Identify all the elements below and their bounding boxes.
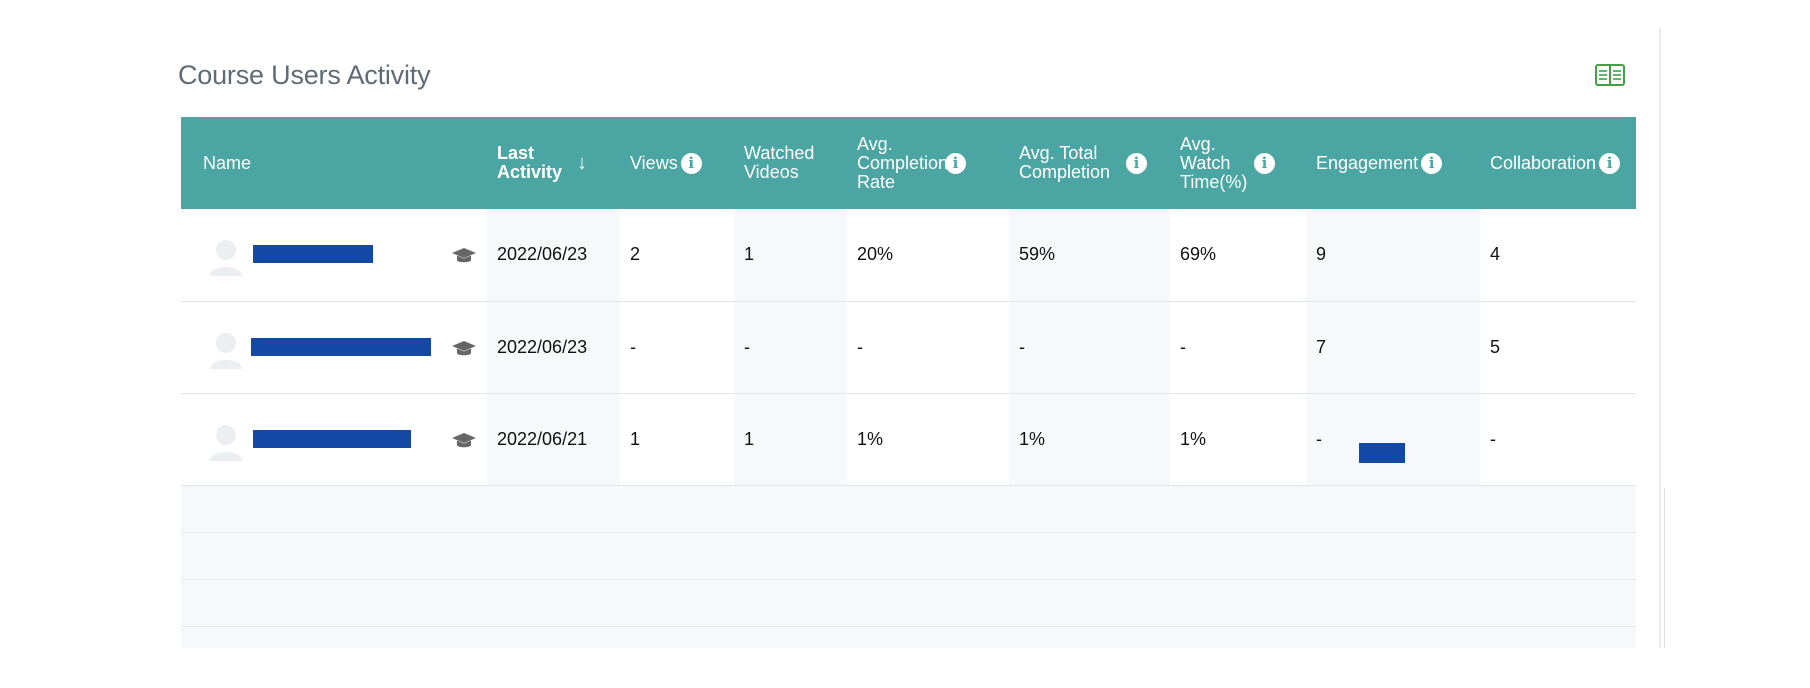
column-header-last-activity[interactable]: Last Activity ↓	[487, 117, 620, 209]
empty-row	[181, 485, 1636, 532]
engagement-cell: 9	[1306, 209, 1480, 301]
info-icon[interactable]: i	[1254, 152, 1275, 174]
column-header-label: Views	[630, 152, 678, 173]
avg-completion-rate-cell: 20%	[857, 244, 894, 265]
book-open-icon[interactable]	[1594, 62, 1626, 88]
panel-header: Course Users Activity	[178, 58, 1626, 94]
column-header-label: Name	[203, 152, 252, 173]
engagement-cell: 7	[1306, 301, 1480, 393]
avg-total-completion-cell: 1%	[1009, 393, 1170, 485]
info-icon[interactable]: i	[1126, 152, 1147, 174]
column-header-watched-videos[interactable]: Watched Videos	[734, 117, 847, 209]
empty-row	[181, 626, 1636, 648]
engagement-cell: -	[1306, 393, 1480, 485]
watched-videos-cell: -	[734, 301, 847, 393]
graduation-cap-icon	[452, 432, 476, 447]
user-avatar-icon	[210, 332, 242, 369]
redacted-user-name[interactable]	[251, 337, 431, 356]
last-activity-cell: 2022/06/23	[487, 209, 620, 301]
last-activity-cell: 2022/06/21	[487, 393, 620, 485]
watched-videos-cell: 1	[734, 209, 847, 301]
user-name-cell[interactable]	[181, 209, 487, 301]
empty-cell	[181, 532, 1636, 579]
info-icon[interactable]: i	[1599, 152, 1621, 174]
column-header-avg-watch-time[interactable]: Avg. Watch Time(%) i	[1170, 117, 1306, 209]
redacted-user-name[interactable]	[253, 429, 411, 448]
user-name-cell[interactable]	[181, 393, 487, 485]
graduation-cap-icon	[452, 340, 476, 355]
column-header-engagement[interactable]: Engagement i	[1306, 117, 1480, 209]
arrow-down-icon[interactable]: ↓	[577, 151, 587, 174]
views-cell: 2	[630, 244, 641, 265]
last-activity-cell: 2022/06/23	[487, 301, 620, 393]
user-avatar-icon	[210, 424, 242, 461]
views-cell: 1	[630, 428, 641, 449]
table-row[interactable]: 2022/06/21 1 1 1% 1% 1% - -	[181, 393, 1636, 485]
views-cell: -	[630, 336, 636, 357]
empty-row	[181, 532, 1636, 579]
column-header-label: Avg. Completion Rate	[857, 133, 949, 192]
column-header-label: Avg. Total Completion	[1019, 143, 1111, 182]
scrollbar-track[interactable]	[1664, 488, 1665, 648]
info-icon[interactable]: i	[945, 152, 966, 174]
column-header-name[interactable]: Name	[181, 117, 487, 209]
empty-row	[181, 579, 1636, 626]
graduation-cap-icon	[452, 248, 476, 263]
panel-divider	[1659, 28, 1661, 648]
column-header-avg-total-completion[interactable]: Avg. Total Completion i	[1009, 117, 1170, 209]
column-header-label: Watched Videos	[744, 143, 815, 182]
avg-total-completion-cell: 59%	[1009, 209, 1170, 301]
table-row[interactable]: 2022/06/23 2 1 20% 59% 69% 9 4	[181, 209, 1636, 301]
table-row[interactable]: 2022/06/23 - - - - - 7 5	[181, 301, 1636, 393]
table-header-row: Name Last Activity ↓ Views i Watched Vid…	[181, 117, 1636, 209]
watched-videos-cell: 1	[734, 393, 847, 485]
collaboration-cell: -	[1490, 428, 1496, 449]
column-header-label: Last Activity	[497, 143, 563, 182]
column-header-label: Engagement	[1316, 152, 1419, 173]
avg-watch-time-cell: 1%	[1180, 428, 1207, 449]
empty-cell	[181, 579, 1636, 626]
info-icon[interactable]: i	[680, 152, 702, 174]
user-avatar-icon	[210, 240, 242, 276]
empty-cell	[181, 485, 1636, 532]
collaboration-cell: 4	[1490, 244, 1501, 265]
column-header-label: Collaboration	[1490, 152, 1597, 173]
column-header-views[interactable]: Views i	[620, 117, 734, 209]
column-header-collaboration[interactable]: Collaboration i	[1480, 117, 1636, 209]
avg-watch-time-cell: 69%	[1180, 244, 1217, 265]
column-header-avg-completion-rate[interactable]: Avg. Completion Rate i	[847, 117, 1009, 209]
empty-cell	[181, 626, 1636, 648]
avg-completion-rate-cell: -	[857, 336, 863, 357]
users-activity-table: Name Last Activity ↓ Views i Watched Vid…	[181, 117, 1636, 648]
redacted-block	[1359, 443, 1405, 463]
page-title: Course Users Activity	[178, 60, 431, 90]
redacted-user-name[interactable]	[253, 245, 373, 263]
collaboration-cell: 5	[1490, 336, 1501, 357]
info-icon[interactable]: i	[1421, 152, 1443, 174]
avg-total-completion-cell: -	[1009, 301, 1170, 393]
avg-watch-time-cell: -	[1180, 336, 1186, 357]
avg-completion-rate-cell: 1%	[857, 428, 884, 449]
column-header-label: Avg. Watch Time(%)	[1180, 133, 1248, 192]
user-name-cell[interactable]	[181, 301, 487, 393]
